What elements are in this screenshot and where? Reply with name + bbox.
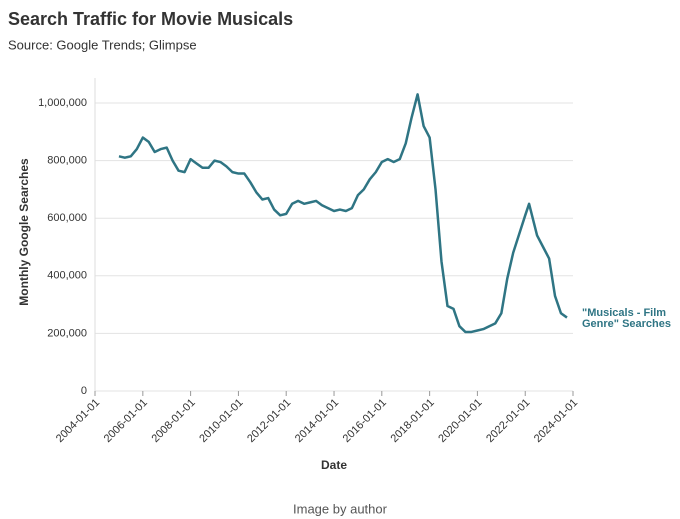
chart-title: Search Traffic for Movie Musicals <box>8 9 293 29</box>
y-tick-label: 400,000 <box>47 270 87 282</box>
x-tick-label: 2010-01-01 <box>197 397 245 445</box>
x-tick-label: 2016-01-01 <box>341 397 389 445</box>
x-tick-label: 2004-01-01 <box>54 397 102 445</box>
x-tick-label: 2024-01-01 <box>532 397 580 445</box>
x-tick-label: 2018-01-01 <box>389 397 437 445</box>
x-tick-label: 2014-01-01 <box>293 397 341 445</box>
line <box>118 93 568 334</box>
series-label: "Musicals - Film Genre" Searches <box>582 307 671 330</box>
caption: Image by author <box>293 501 388 516</box>
x-tick-label: 2020-01-01 <box>436 397 484 445</box>
x-tick-label: 2008-01-01 <box>149 397 197 445</box>
y-axis-label: Monthly Google Searches <box>17 158 31 306</box>
x-tick-label: 2006-01-01 <box>102 397 150 445</box>
chart-subtitle: Source: Google Trends; Glimpse <box>8 37 197 52</box>
x-tick-label: 2012-01-01 <box>245 397 293 445</box>
x-tick-label: 2022-01-01 <box>484 397 532 445</box>
y-tick-label: 600,000 <box>47 212 87 224</box>
x-axis-label: Date <box>321 458 347 472</box>
y-tick-label: 200,000 <box>47 327 87 339</box>
y-tick-label: 0 <box>81 385 87 397</box>
y-tick-label: 800,000 <box>47 155 87 167</box>
y-tick-label: 1,000,000 <box>38 97 87 109</box>
